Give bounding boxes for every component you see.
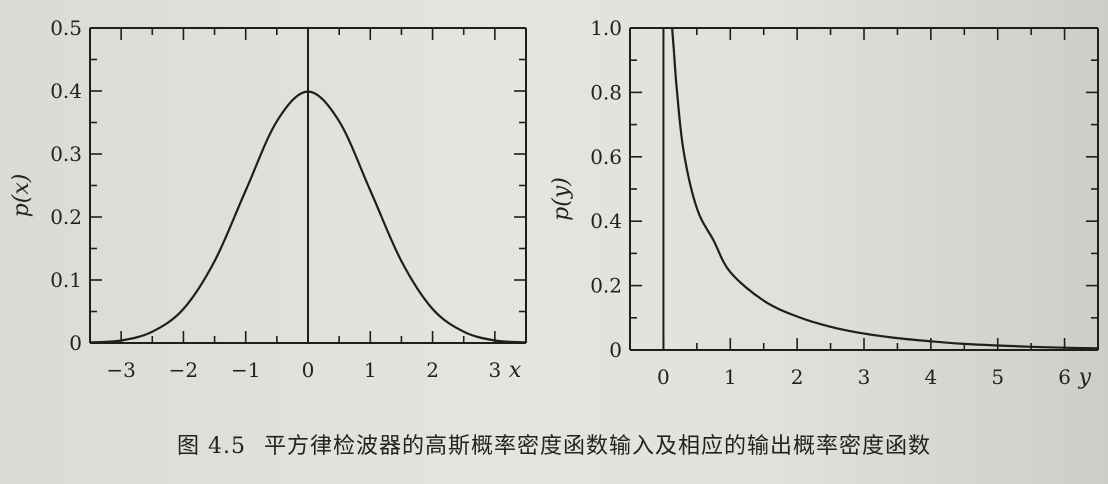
right-panel: 0 1 2 3 4 5 6 0 0.2 0.4 0.6 0.8 1.0 y p(y): [549, 16, 1099, 390]
left-panel-xtick-label: −1: [231, 358, 260, 382]
right-panel-x-axis-title: y: [1078, 365, 1092, 390]
right-panel-ytick-label: 0.6: [590, 145, 622, 169]
left-panel-xtick-label: 0: [302, 358, 315, 382]
left-panel-ytick-label: 0.4: [50, 79, 82, 103]
right-panel-y-axis-title: p(y): [549, 177, 574, 221]
left-panel-xtick-label: −3: [106, 358, 135, 382]
right-panel-series-line-top: [671, 27, 676, 54]
figure-caption: 图 4.5 平方律检波器的高斯概率密度函数输入及相应的输出概率密度函数: [0, 428, 1108, 460]
right-panel-xtick-label: 0: [657, 365, 670, 389]
right-panel-xtick-label: 2: [791, 365, 804, 389]
left-panel-ytick-label: 0.2: [50, 205, 82, 229]
left-panel-ytick-label: 0.3: [50, 142, 82, 166]
right-panel-xtick-label: 4: [924, 365, 937, 389]
right-panel-xtick-label: 5: [991, 365, 1004, 389]
caption-text: 平方律检波器的高斯概率密度函数输入及相应的输出概率密度函数: [263, 434, 931, 459]
left-panel-ytick-label: 0: [69, 331, 82, 355]
right-panel-ytick-label: 0: [609, 338, 622, 362]
left-panel-ytick-label: 0.1: [50, 268, 82, 292]
right-panel-series-line: [673, 53, 1099, 350]
left-panel-x-axis-title: x: [509, 358, 522, 383]
left-panel-ytick-label: 0.5: [50, 16, 82, 40]
right-panel-ytick-label: 1.0: [590, 16, 622, 40]
left-panel-y-axis-title: p(x): [9, 174, 34, 218]
right-panel-xtick-label: 6: [1058, 365, 1071, 389]
right-panel-ytick-label: 0.8: [590, 80, 622, 104]
right-panel-xtick-label: 1: [724, 365, 737, 389]
right-panel-xtick-label: 3: [858, 365, 871, 389]
left-panel: −3 −2 −1 0 1 2 3 0 0.1 0.2 0.3 0.4 0.5 x p(x): [9, 16, 527, 383]
caption-label: 图 4.5: [177, 434, 246, 459]
figure: −3 −2 −1 0 1 2 300.10.20.30.40.5xp(x)0 1 2 3 4 5 600…: [9, 16, 1099, 390]
right-panel-ytick-label: 0.4: [590, 209, 622, 233]
left-panel-xtick-label: −2: [169, 358, 198, 382]
right-panel-ytick-label: 0.2: [590, 274, 622, 298]
left-panel-xtick-label: 3: [488, 358, 501, 382]
left-panel-xtick-label: 1: [364, 358, 377, 382]
left-panel-xtick-label: 2: [426, 358, 439, 382]
left-panel-series-line: [89, 90, 527, 344]
